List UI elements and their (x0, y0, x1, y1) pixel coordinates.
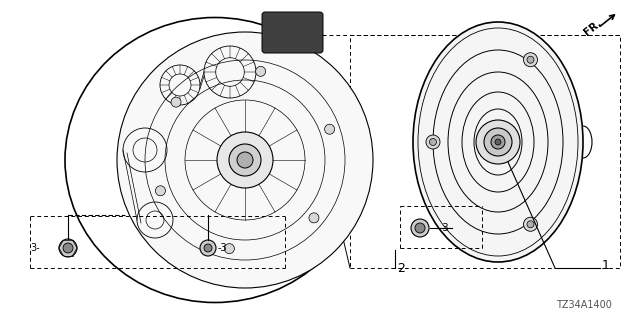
Circle shape (491, 135, 505, 149)
Text: 3-: 3- (30, 243, 40, 253)
Circle shape (527, 221, 534, 228)
Ellipse shape (413, 22, 583, 262)
Text: -3: -3 (440, 223, 450, 233)
Circle shape (429, 139, 436, 146)
Text: 2: 2 (397, 262, 405, 275)
Circle shape (156, 186, 165, 196)
Circle shape (484, 128, 512, 156)
Circle shape (524, 217, 538, 231)
Circle shape (411, 219, 429, 237)
Circle shape (171, 97, 181, 107)
Circle shape (426, 135, 440, 149)
Circle shape (309, 213, 319, 223)
Text: 1: 1 (602, 259, 610, 272)
Circle shape (229, 144, 261, 176)
Circle shape (476, 120, 520, 164)
FancyBboxPatch shape (262, 12, 323, 53)
Text: FR.: FR. (582, 18, 604, 38)
Circle shape (225, 244, 234, 254)
Circle shape (117, 32, 373, 288)
Circle shape (59, 239, 77, 257)
Circle shape (200, 240, 216, 256)
Circle shape (204, 244, 212, 252)
Circle shape (527, 56, 534, 63)
Text: -3: -3 (218, 243, 228, 253)
Circle shape (217, 132, 273, 188)
Circle shape (324, 124, 335, 134)
Circle shape (237, 152, 253, 168)
Circle shape (255, 66, 266, 76)
Circle shape (495, 139, 501, 145)
Circle shape (415, 223, 425, 233)
Text: TZ34A1400: TZ34A1400 (556, 300, 612, 310)
Circle shape (524, 53, 538, 67)
Circle shape (63, 243, 73, 253)
